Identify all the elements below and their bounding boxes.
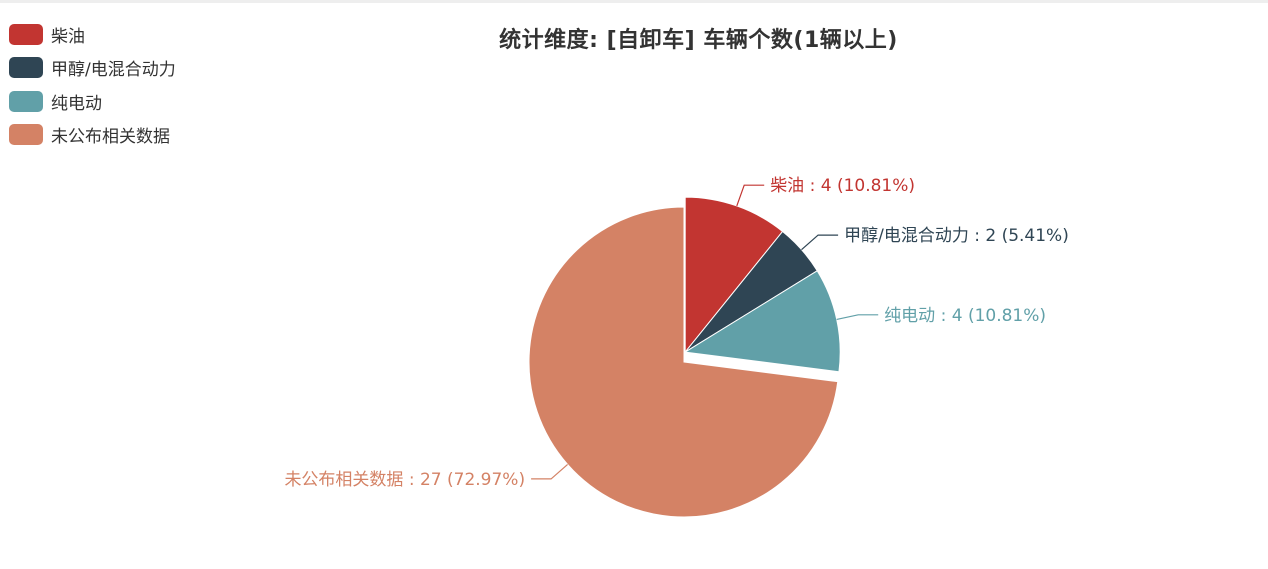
leader-line-electric	[836, 314, 879, 320]
pie-slice-electric[interactable]	[683, 270, 841, 373]
legend-item-undisclosed[interactable]: 未公布相关数据	[9, 123, 176, 147]
legend-label-methanol-hybrid: 甲醇/电混合动力	[51, 60, 176, 80]
leader-line-undisclosed	[531, 463, 568, 480]
data-label-electric: 纯电动 : 4 (10.81%)	[884, 306, 1046, 326]
data-label-undisclosed: 未公布相关数据 : 27 (72.97%)	[284, 470, 525, 490]
pie-slice-undisclosed[interactable]	[528, 206, 839, 518]
pie-slice-diesel[interactable]	[684, 196, 784, 354]
legend-swatch-electric	[9, 90, 43, 112]
chart-title: 统计维度: [自卸车] 车辆个数(1辆以上)	[499, 28, 898, 53]
legend-label-electric: 纯电动	[51, 93, 102, 114]
legend-item-diesel[interactable]: 柴油	[9, 22, 176, 47]
legend-label-undisclosed: 未公布相关数据	[51, 127, 170, 147]
legend: 柴油 甲醇/电混合动力 纯电动 未公布相关数据	[9, 22, 176, 156]
legend-swatch-undisclosed	[9, 124, 43, 145]
leader-line-diesel	[736, 184, 765, 207]
legend-swatch-methanol-hybrid	[9, 57, 43, 78]
legend-item-methanol-hybrid[interactable]: 甲醇/电混合动力	[9, 56, 176, 80]
data-label-methanol-hybrid: 甲醇/电混合动力 : 2 (5.41%)	[844, 226, 1069, 246]
legend-label-diesel: 柴油	[51, 26, 85, 47]
data-label-diesel: 柴油 : 4 (10.81%)	[770, 176, 915, 196]
top-border	[0, 0, 1268, 3]
legend-swatch-diesel	[9, 23, 43, 45]
legend-item-electric[interactable]: 纯电动	[9, 89, 176, 114]
leader-line-methanol-hybrid	[801, 234, 839, 251]
